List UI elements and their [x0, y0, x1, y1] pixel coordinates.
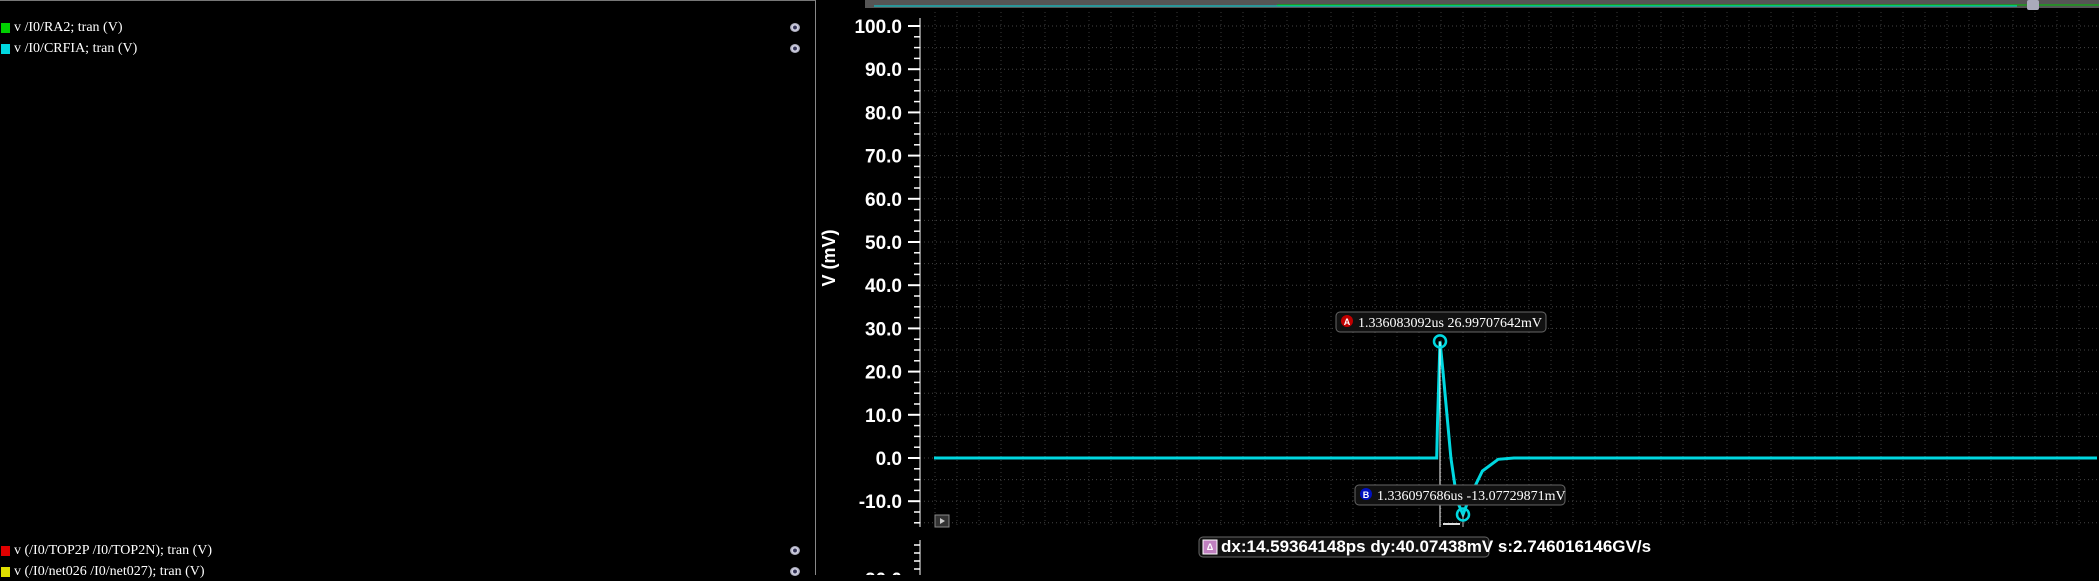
color-swatch [1, 23, 10, 33]
svg-text:A: A [1344, 317, 1351, 327]
legend-item[interactable]: v (/I0/TOP2P /I0/TOP2N); tran (V) [0, 542, 812, 560]
svg-text:1.336097686us -13.07729871mV: 1.336097686us -13.07729871mV [1377, 489, 1566, 504]
y-tick-label: 40.0 [865, 276, 902, 297]
eye-icon[interactable] [790, 44, 800, 53]
eye-icon[interactable] [790, 23, 800, 32]
legend-label: v /I0/CRFIA; tran (V) [14, 41, 138, 56]
legend-label: v /I0/RA2; tran (V) [14, 20, 123, 35]
svg-text:B: B [1363, 490, 1370, 500]
legend-item[interactable]: v /I0/RA2; tran (V) [0, 19, 812, 37]
marker-b[interactable] [1455, 507, 1471, 522]
eye-icon[interactable] [790, 546, 800, 555]
svg-text:1.336083092us 26.99707642mV: 1.336083092us 26.99707642mV [1358, 316, 1542, 331]
y-tick-label: 90.0 [865, 60, 902, 81]
legend-label: v (/I0/TOP2P /I0/TOP2N); tran (V) [14, 543, 213, 558]
marker-badge [1341, 315, 1353, 327]
y-tick-label: 50.0 [865, 233, 902, 254]
svg-text:Δ: Δ [1207, 542, 1214, 552]
delta-badge [1202, 539, 1218, 555]
marker-a[interactable] [1432, 334, 1448, 349]
marker-badge [1360, 488, 1372, 500]
legend-panel: v /I0/RA2; tran (V) v /I0/CRFIA; tran (V… [0, 0, 816, 579]
marker-b-label[interactable]: B 1.336097686us -13.07729871mV [1354, 484, 1566, 506]
y-tick-label: -10.0 [859, 492, 902, 513]
cursors: A 1.336083092us 26.99707642mV B 1.336097686… [1198, 311, 1651, 558]
color-swatch [1, 567, 10, 577]
play-icon [940, 518, 945, 524]
eye-icon[interactable] [790, 567, 800, 576]
y-tick-label: -20.0 [859, 570, 902, 575]
y-tick-label: 0.0 [876, 449, 902, 470]
marker-a-label[interactable]: A 1.336083092us 26.99707642mV [1335, 311, 1547, 333]
y-tick-label: 70.0 [865, 147, 902, 168]
legend-item[interactable]: v (/I0/net026 /I0/net027); tran (V) [0, 563, 812, 581]
color-swatch [1, 44, 10, 54]
legend-label: v (/I0/net026 /I0/net027); tran (V) [14, 564, 205, 579]
color-swatch [1, 546, 10, 556]
overview-strip[interactable] [865, 0, 2099, 10]
y-tick-label: 80.0 [865, 103, 902, 124]
y-tick-label: 30.0 [865, 319, 902, 340]
y-tick-label: 10.0 [865, 406, 902, 427]
waveform-plot[interactable]: 100.0 90.0 80.0 70.0 60.0 50.0 40.0 30.0 20.0 10.… [817, 0, 2099, 575]
y-tick-label: 60.0 [865, 190, 902, 211]
overview-handle[interactable] [2027, 0, 2039, 10]
y-tick-label: 20.0 [865, 363, 902, 384]
legend-item[interactable]: v /I0/CRFIA; tran (V) [0, 40, 812, 58]
svg-text:dx:14.59364148ps dy:40.07438mV: dx:14.59364148ps dy:40.07438mV s:2.74601… [1221, 537, 1651, 556]
grid [920, 12, 2099, 527]
y-axis: 100.0 90.0 80.0 70.0 60.0 50.0 40.0 30.0 20.0 10.… [854, 17, 921, 575]
y-axis-label: V (mV) [819, 229, 839, 286]
y-tick-label: 100.0 [854, 17, 902, 38]
